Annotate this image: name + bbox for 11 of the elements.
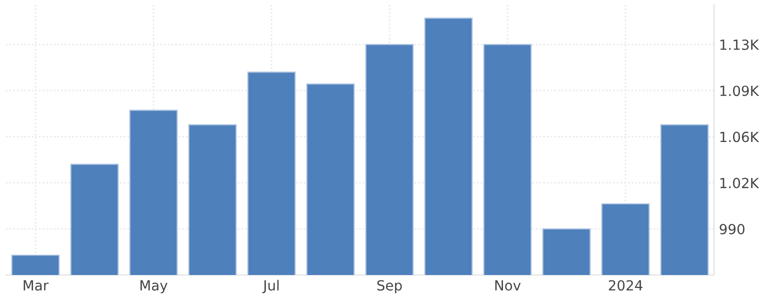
x-tick-label: 2024 (608, 280, 642, 291)
x-tick-label: Mar (24, 280, 49, 291)
y-tick-label: 990 (720, 224, 744, 234)
x-tick-label: Nov (495, 280, 521, 291)
y-tick-label: 1.09K (720, 86, 760, 96)
y-tick-label: 1.13K (720, 39, 760, 50)
x-tick-label: May (140, 280, 168, 294)
x-tick-label: Jul (262, 280, 279, 294)
x-tick-label: Sep (377, 280, 402, 294)
y-tick-label: 1.02K (720, 178, 760, 188)
y-tick-label: 1.06K (720, 132, 760, 142)
